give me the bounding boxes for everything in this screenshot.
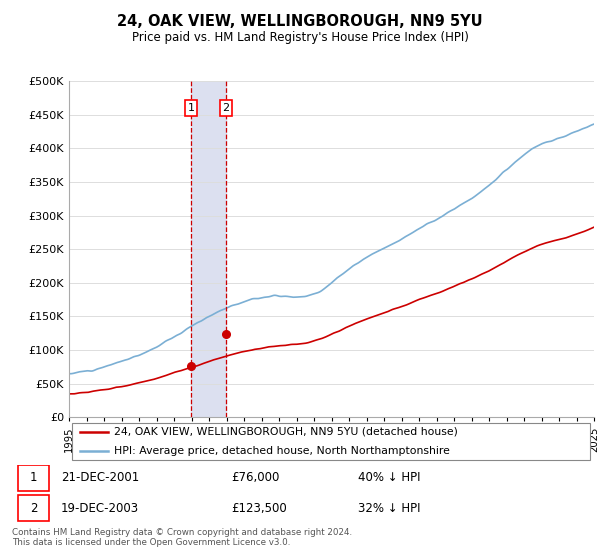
Text: 1: 1 <box>187 103 194 113</box>
Text: 2: 2 <box>223 103 230 113</box>
Text: 40% ↓ HPI: 40% ↓ HPI <box>358 471 420 484</box>
FancyBboxPatch shape <box>18 465 49 491</box>
FancyBboxPatch shape <box>18 496 49 521</box>
Text: 21-DEC-2001: 21-DEC-2001 <box>61 471 139 484</box>
FancyBboxPatch shape <box>71 423 590 460</box>
Text: 19-DEC-2003: 19-DEC-2003 <box>61 502 139 515</box>
Text: HPI: Average price, detached house, North Northamptonshire: HPI: Average price, detached house, Nort… <box>113 446 449 456</box>
Bar <box>191 81 226 417</box>
Text: 32% ↓ HPI: 32% ↓ HPI <box>358 502 420 515</box>
Text: Contains HM Land Registry data © Crown copyright and database right 2024.
This d: Contains HM Land Registry data © Crown c… <box>12 528 352 547</box>
Text: Price paid vs. HM Land Registry's House Price Index (HPI): Price paid vs. HM Land Registry's House … <box>131 31 469 44</box>
Text: 2: 2 <box>30 502 37 515</box>
Text: 1: 1 <box>30 471 37 484</box>
Text: 24, OAK VIEW, WELLINGBOROUGH, NN9 5YU: 24, OAK VIEW, WELLINGBOROUGH, NN9 5YU <box>117 14 483 29</box>
Text: 24, OAK VIEW, WELLINGBOROUGH, NN9 5YU (detached house): 24, OAK VIEW, WELLINGBOROUGH, NN9 5YU (d… <box>113 427 458 437</box>
Text: £123,500: £123,500 <box>231 502 287 515</box>
Text: £76,000: £76,000 <box>231 471 279 484</box>
